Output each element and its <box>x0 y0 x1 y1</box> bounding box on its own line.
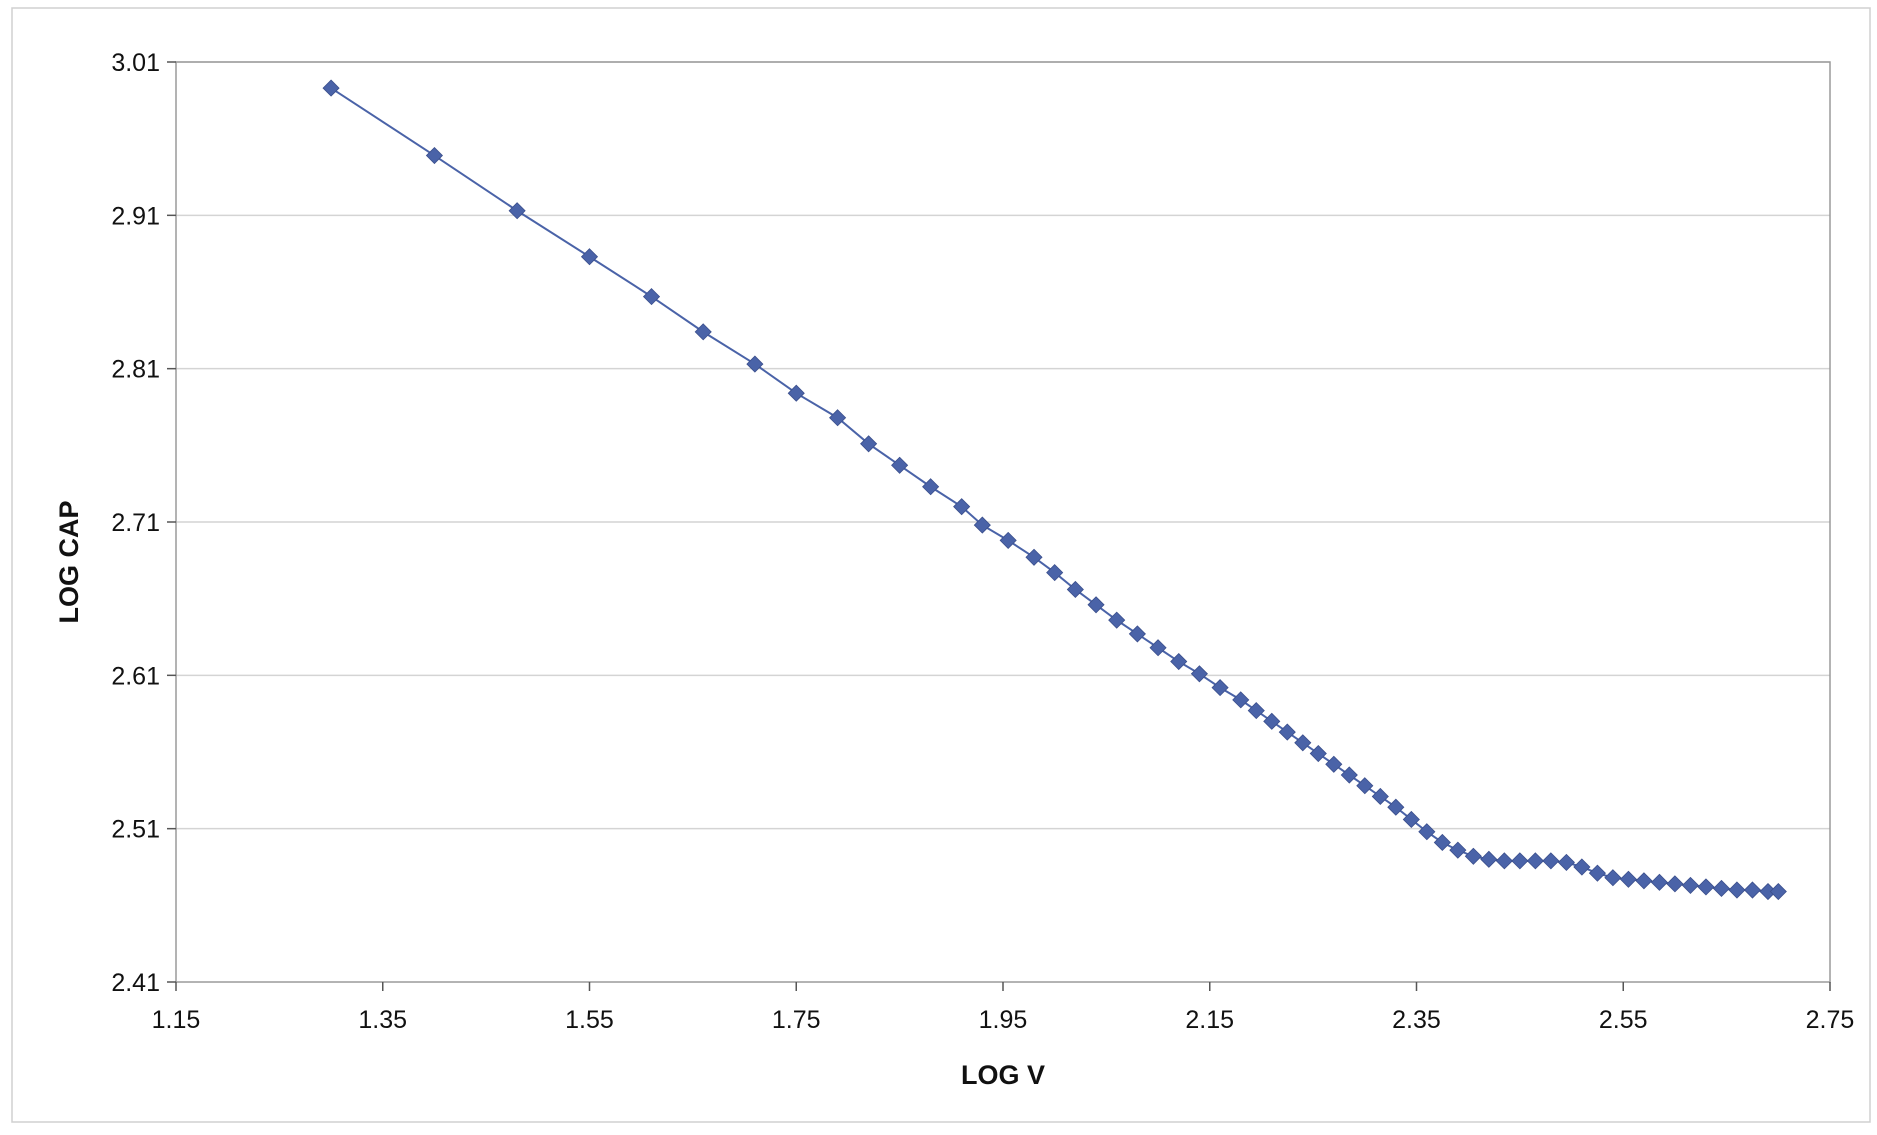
data-point <box>973 516 991 534</box>
data-point <box>1418 823 1436 841</box>
data-point <box>860 435 878 453</box>
data-point <box>1635 872 1653 890</box>
data-point <box>1325 755 1343 773</box>
data-point <box>1542 852 1560 870</box>
y-tick-label: 2.51 <box>111 816 160 844</box>
x-axis-title: LOG V <box>961 1060 1045 1090</box>
data-point <box>891 456 909 474</box>
data-point <box>508 202 526 220</box>
data-point <box>1025 548 1043 566</box>
data-point <box>1681 876 1700 894</box>
y-axis-title: LOG CAP <box>54 500 84 623</box>
data-point <box>999 531 1017 549</box>
data-point <box>1619 870 1637 888</box>
data-point <box>922 478 940 496</box>
x-tick-label: 1.15 <box>152 1006 201 1034</box>
x-tick-label: 2.35 <box>1392 1006 1441 1034</box>
axes <box>167 61 1831 991</box>
data-point <box>1087 596 1105 614</box>
data-point <box>1371 787 1389 806</box>
y-tick-label: 2.71 <box>111 509 160 537</box>
y-tick-label: 2.41 <box>111 969 160 997</box>
data-point <box>1573 858 1591 876</box>
data-point <box>1149 639 1167 657</box>
y-tick-label: 2.81 <box>111 356 160 384</box>
data-point <box>580 248 599 266</box>
data-point <box>1650 873 1668 891</box>
data-point <box>1697 878 1715 896</box>
data-point <box>1666 875 1684 893</box>
data-point <box>1309 744 1327 763</box>
data-point <box>1128 625 1146 643</box>
x-tick-label: 1.55 <box>565 1006 614 1034</box>
data-point <box>1495 852 1513 870</box>
x-tick-label: 1.75 <box>772 1006 821 1034</box>
data-point <box>1712 879 1731 898</box>
x-tick-label: 2.15 <box>1185 1006 1234 1034</box>
axis-labels: 2.41 2.51 2.61 2.71 2.81 2.91 3.01 1.15 1.35 1.55… <box>111 49 1854 1034</box>
data-point <box>1588 864 1606 882</box>
data-point <box>1294 734 1312 752</box>
data-point <box>642 288 661 306</box>
x-tick-label: 1.95 <box>979 1006 1028 1034</box>
data-point <box>1449 841 1467 859</box>
data-point <box>1108 611 1126 629</box>
y-tick-label: 2.91 <box>111 202 160 230</box>
data-point <box>1340 766 1358 784</box>
data-point <box>1604 869 1622 887</box>
data-point <box>953 498 971 516</box>
x-tick-label: 1.35 <box>358 1006 407 1034</box>
data-point <box>787 384 805 402</box>
data-point <box>1402 810 1420 829</box>
chart-area-border <box>11 7 1871 1123</box>
data-point <box>1263 712 1281 730</box>
data-point <box>1728 881 1746 899</box>
data-point <box>1433 833 1451 852</box>
data-point <box>1170 652 1188 671</box>
data-point <box>1743 881 1762 899</box>
y-tick-label: 2.61 <box>111 662 160 690</box>
data-point <box>1557 853 1575 871</box>
data-point <box>1356 777 1374 795</box>
data-point <box>1247 702 1265 720</box>
data-point <box>1769 882 1787 901</box>
data-point <box>1526 852 1544 870</box>
data-point <box>1278 723 1296 741</box>
data-point <box>1387 798 1405 816</box>
data-series <box>322 79 1787 901</box>
data-point <box>425 146 444 165</box>
data-point <box>1511 852 1529 870</box>
data-point <box>1211 679 1229 697</box>
y-tick-label: 3.01 <box>111 49 160 77</box>
x-tick-label: 2.55 <box>1599 1006 1648 1034</box>
data-point <box>1066 580 1084 599</box>
data-point <box>1480 850 1498 868</box>
x-tick-label: 2.75 <box>1806 1006 1855 1034</box>
data-point <box>746 355 764 373</box>
data-point <box>1232 691 1250 709</box>
data-point <box>1046 564 1064 582</box>
data-point <box>1190 665 1208 683</box>
data-point <box>322 79 340 97</box>
data-point <box>694 323 712 341</box>
data-point <box>829 409 847 427</box>
data-point <box>1464 847 1482 865</box>
